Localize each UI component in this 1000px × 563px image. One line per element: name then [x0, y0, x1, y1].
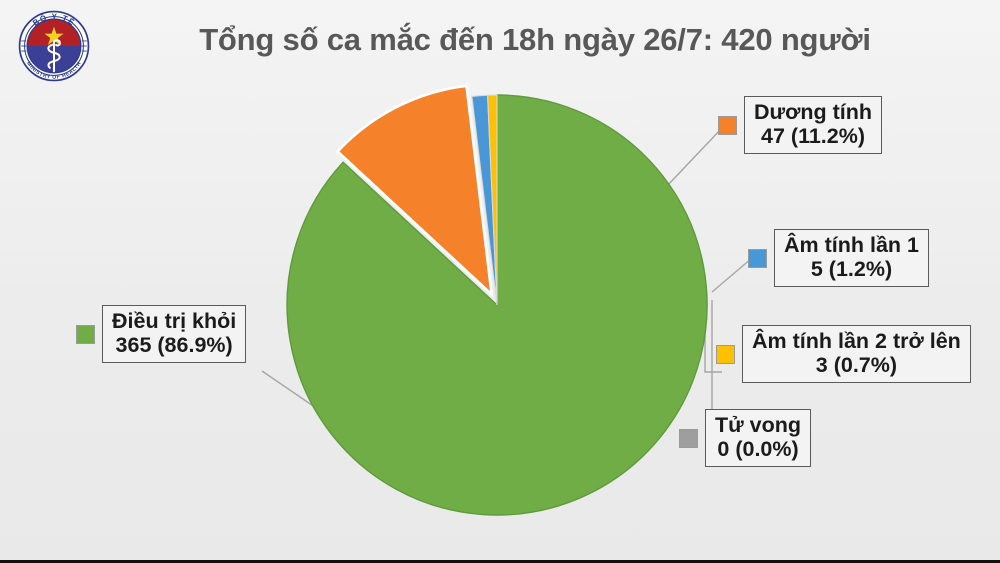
- callout-tu-vong[interactable]: Tử vong 0 (0.0%): [679, 409, 812, 468]
- callout-box-am-tinh-lan-2: Âm tính lần 2 trở lên 3 (0.7%): [742, 325, 971, 384]
- callout-value-duong-tinh: 47 (11.2%): [761, 124, 865, 149]
- callout-dieu-tri-khoi[interactable]: Điều trị khỏi 365 (86.9%): [76, 305, 247, 364]
- callout-label-am-tinh-lan-2: Âm tính lần 2 trở lên: [752, 329, 961, 353]
- pie-slice-duong-tinh[interactable]: [335, 84, 494, 298]
- legend-swatch-dieu-tri-khoi: [76, 324, 95, 344]
- ministry-of-health-logo: BỘ Y TẾ MINISTRY OF HEALTH: [18, 10, 90, 82]
- callout-label-dieu-tri-khoi: Điều trị khỏi: [112, 309, 237, 333]
- callout-box-dieu-tri-khoi: Điều trị khỏi 365 (86.9%): [102, 305, 247, 364]
- callout-am-tinh-lan-2[interactable]: Âm tính lần 2 trở lên 3 (0.7%): [716, 325, 971, 384]
- leader-line-am-tinh-lan-1: [711, 257, 753, 293]
- callout-duong-tinh[interactable]: Dương tính 47 (11.2%): [718, 96, 883, 155]
- callout-box-am-tinh-lan-1: Âm tính lần 1 5 (1.2%): [774, 229, 929, 288]
- callout-box-tu-vong: Tử vong 0 (0.0%): [705, 409, 812, 468]
- legend-swatch-tu-vong: [679, 428, 698, 448]
- callout-value-tu-vong: 0 (0.0%): [717, 437, 799, 462]
- legend-swatch-duong-tinh: [718, 115, 737, 135]
- callout-value-dieu-tri-khoi: 365 (86.9%): [115, 333, 233, 358]
- callout-label-tu-vong: Tử vong: [715, 413, 802, 437]
- yellow-star-icon: [44, 26, 64, 45]
- callout-value-am-tinh-lan-1: 5 (1.2%): [810, 257, 893, 282]
- callout-am-tinh-lan-1[interactable]: Âm tính lần 1 5 (1.2%): [748, 229, 929, 288]
- rod-of-asclepius-icon: [47, 39, 61, 73]
- callout-label-am-tinh-lan-1: Âm tính lần 1: [784, 233, 919, 257]
- legend-swatch-am-tinh-lan-2: [716, 344, 735, 364]
- callout-box-duong-tinh: Dương tính 47 (11.2%): [744, 96, 883, 155]
- callout-value-am-tinh-lan-2: 3 (0.7%): [815, 353, 898, 378]
- callout-label-duong-tinh: Dương tính: [754, 100, 873, 124]
- legend-swatch-am-tinh-lan-1: [748, 248, 767, 268]
- chart-title: Tổng số ca mắc đến 18h ngày 26/7: 420 ng…: [199, 22, 871, 57]
- pie-slice-am-tinh-lan-2[interactable]: [487, 94, 498, 306]
